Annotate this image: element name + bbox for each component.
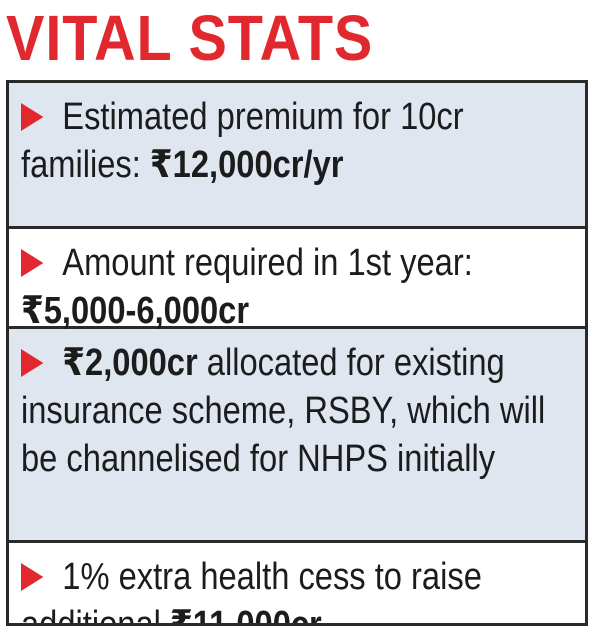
arrow-bullet-icon — [21, 563, 44, 591]
stat-item-first-year: Amount required in 1st year: ₹5,000-6,00… — [9, 226, 585, 332]
stat-value: ₹12,000cr/yr — [149, 144, 344, 186]
page-title: VITAL STATS — [6, 2, 374, 74]
stat-text: Estimated premium for 10cr families: — [21, 96, 464, 186]
stat-item-allocation: ₹2,000cr allocated for existing insuranc… — [9, 326, 585, 540]
stat-text-after: allocated for existing insurance scheme,… — [21, 342, 546, 480]
stat-text: Amount required in 1st year: — [62, 242, 473, 284]
stat-item-cess: 1% extra health cess to raise additional… — [9, 540, 585, 626]
arrow-bullet-icon — [21, 349, 44, 377]
stat-item-premium: Estimated premium for 10cr families: ₹12… — [9, 83, 585, 226]
stat-value: ₹5,000-6,000cr — [21, 290, 250, 332]
stat-value: ₹2,000cr — [62, 342, 198, 384]
stats-box: Estimated premium for 10cr families: ₹12… — [6, 80, 588, 626]
stat-text: 1% extra health cess to raise additional — [21, 556, 482, 626]
arrow-bullet-icon — [21, 249, 44, 277]
arrow-bullet-icon — [21, 103, 44, 131]
stat-value: ₹11,000cr — [169, 604, 322, 626]
